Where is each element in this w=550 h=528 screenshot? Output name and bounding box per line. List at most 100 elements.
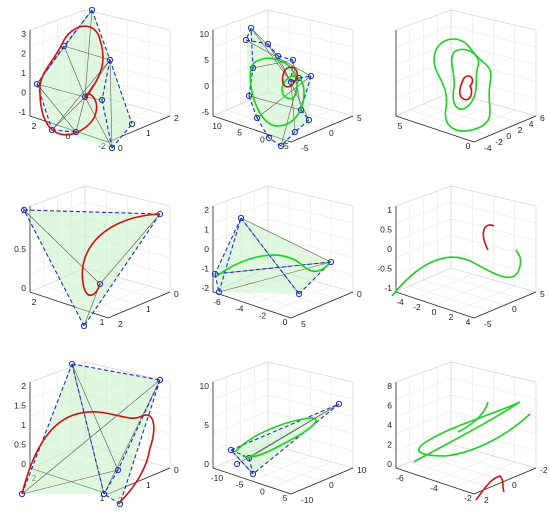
control-point	[106, 56, 114, 64]
x-tick-label: 5	[398, 121, 403, 131]
y-tick-label: 5	[357, 113, 362, 123]
convex-hull	[231, 404, 339, 474]
y-tick-label: -2	[495, 137, 503, 147]
control-polygon-edge	[101, 99, 113, 149]
y-axis-line	[290, 467, 354, 495]
z-tick-label: -1	[18, 107, 26, 117]
box-edge	[212, 185, 269, 207]
hull-edge	[218, 261, 332, 293]
control-polygon-edge	[298, 75, 312, 79]
control-point	[247, 24, 255, 32]
y-tick-label: -2	[540, 465, 548, 475]
control-polygon-edge	[298, 261, 332, 295]
z-tick-label: 1	[204, 225, 209, 235]
grid-line	[271, 285, 332, 312]
control-point	[327, 258, 335, 266]
hull-edge	[63, 45, 86, 98]
hull-edge	[21, 469, 119, 495]
convex-hull	[22, 364, 160, 504]
green-curve	[391, 249, 522, 297]
box-edge	[29, 185, 86, 207]
z-tick-label: 0.5	[380, 225, 392, 235]
box-edge	[84, 361, 171, 383]
hull-edge	[99, 213, 161, 285]
box-edge	[267, 185, 354, 207]
control-point	[81, 93, 89, 101]
x-tick-label: 1	[100, 493, 105, 503]
hull-edge	[51, 96, 86, 131]
z-tick-label: 1	[21, 205, 26, 215]
y-tick-label: 1	[146, 128, 151, 138]
y-axis-line	[473, 115, 537, 143]
control-polygon-edge	[36, 45, 65, 85]
control-point	[289, 56, 297, 64]
grid-line	[271, 461, 332, 488]
convex-hull	[24, 210, 160, 326]
x-tick-label: -5	[281, 141, 289, 151]
hull-edge	[245, 39, 312, 77]
x-tick-label: -2	[259, 310, 267, 320]
green-curve	[457, 401, 489, 433]
x-tick-label: 2	[32, 297, 37, 307]
x-tick-label: 0	[260, 486, 265, 496]
hull-edge	[36, 83, 77, 133]
y-tick-label: 0	[512, 480, 517, 490]
hull-edge	[236, 403, 340, 465]
control-polygon-edge	[214, 217, 242, 275]
y-tick-label: 5	[301, 319, 306, 329]
box-edge	[267, 361, 354, 383]
plot-content	[20, 206, 164, 330]
x-tick-label: 2	[32, 121, 37, 131]
plot-content	[391, 224, 522, 297]
control-polygon-edge	[23, 209, 161, 215]
z-tick-label: 1.5	[14, 401, 26, 411]
green-curve	[249, 57, 305, 127]
control-polygon-edge	[83, 213, 161, 327]
control-point	[264, 40, 272, 48]
y-axis-line	[290, 115, 354, 143]
control-point	[237, 214, 245, 222]
z-tick-label: 1	[21, 68, 26, 78]
y-axis-line	[107, 291, 171, 319]
control-point	[156, 376, 164, 384]
control-point	[211, 270, 219, 278]
y-tick-label: 0	[329, 128, 334, 138]
red-curve	[21, 411, 155, 503]
green-curve	[433, 38, 492, 132]
red-curve	[459, 75, 474, 101]
control-point	[265, 134, 273, 142]
hull-edge	[252, 59, 294, 69]
control-polygon-edge	[91, 9, 111, 61]
box-edge	[84, 185, 171, 207]
panel-r1c1: 3 2 1 0 -1 2 0 -2 2 1 0	[18, 6, 179, 153]
plot-content	[227, 400, 343, 478]
z-tick-label: -0.5	[377, 264, 392, 274]
control-point	[98, 96, 106, 104]
x-tick-label: 4	[466, 317, 471, 327]
y-tick-label: 0	[512, 304, 517, 314]
z-tick-label: 2	[204, 205, 209, 215]
control-polygon-edge	[51, 129, 77, 133]
control-point	[307, 72, 315, 80]
z-tick-label: 0	[204, 244, 209, 254]
y-tick-label: 2	[518, 125, 523, 135]
control-point	[20, 206, 28, 214]
y-tick-label: 0	[329, 480, 334, 490]
hull-edge	[23, 209, 101, 285]
grid-line	[454, 285, 515, 312]
control-point	[245, 92, 253, 100]
x-tick-label: -5	[236, 480, 244, 490]
control-polygon-edge	[300, 109, 310, 121]
control-polygon-edge	[21, 363, 73, 495]
convex-hull	[215, 218, 331, 294]
control-point	[249, 470, 257, 478]
plot-content	[18, 360, 164, 508]
hull-edge	[280, 77, 300, 147]
x-tick-label: -6	[396, 473, 404, 483]
hull-edge	[71, 363, 119, 471]
control-point	[277, 142, 285, 150]
